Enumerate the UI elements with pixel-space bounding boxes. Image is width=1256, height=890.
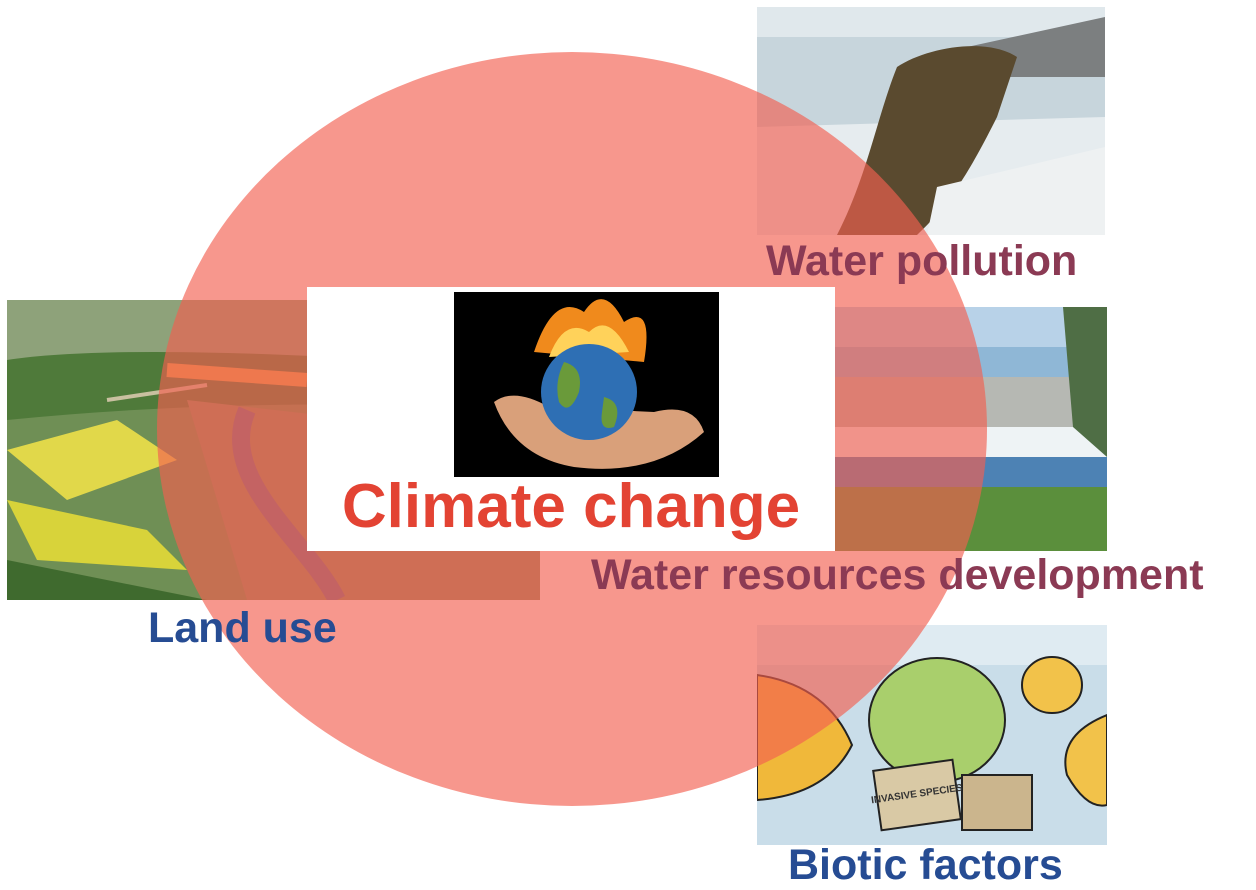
- land-use-label: Land use: [148, 604, 337, 652]
- water-pollution-label: Water pollution: [766, 237, 1078, 285]
- center-card: [307, 287, 835, 551]
- climate-change-title: Climate change: [341, 472, 801, 541]
- water-resources-label: Water resources development: [591, 551, 1204, 599]
- biotic-factors-label: Biotic factors: [788, 841, 1063, 889]
- globe-in-hand-photo: [454, 292, 719, 477]
